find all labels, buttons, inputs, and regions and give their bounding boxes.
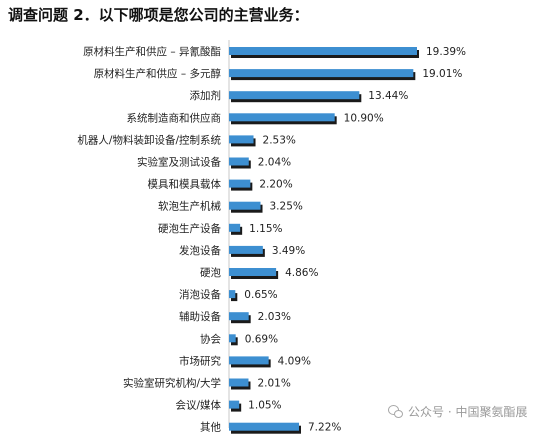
category-label: 硬泡生产设备 <box>158 222 221 235</box>
bar <box>229 422 300 431</box>
bar <box>229 179 251 188</box>
bar <box>229 113 335 122</box>
bar <box>229 135 254 144</box>
data-label: 4.86% <box>285 267 318 279</box>
category-label: 模具和模具载体 <box>148 179 222 191</box>
category-label: 实验室研究机构/大学 <box>123 377 221 390</box>
data-label: 2.04% <box>258 157 291 169</box>
data-label: 3.49% <box>272 245 305 257</box>
category-label: 消泡设备 <box>179 288 221 301</box>
watermark: 公众号 · 中国聚氨酯展 <box>388 403 527 420</box>
data-label: 13.44% <box>368 90 408 102</box>
data-label: 19.39% <box>426 46 466 58</box>
data-label: 10.90% <box>344 112 384 124</box>
watermark-text: 公众号 · 中国聚氨酯展 <box>408 405 528 419</box>
bar <box>229 245 263 254</box>
data-label: 2.53% <box>263 134 296 146</box>
data-label: 1.15% <box>249 223 282 235</box>
data-label: 0.69% <box>245 333 278 345</box>
data-label: 3.25% <box>270 201 303 213</box>
bar <box>229 91 360 100</box>
category-label: 原材料生产和供应 – 异氰酸酯 <box>83 45 221 58</box>
category-label: 发泡设备 <box>179 244 221 257</box>
wechat-icon <box>388 405 403 418</box>
category-label: 添加剂 <box>190 89 222 102</box>
bar <box>229 400 240 409</box>
category-label: 会议/媒体 <box>175 399 221 412</box>
category-label: 协会 <box>200 332 221 345</box>
category-label: 辅助设备 <box>179 310 221 323</box>
bar <box>229 356 269 365</box>
bar <box>229 312 249 321</box>
category-label: 市场研究 <box>179 354 221 367</box>
bar <box>229 268 277 276</box>
bar <box>229 47 417 55</box>
data-label: 2.20% <box>259 179 292 191</box>
chart-title: 调查问题 2．以下哪项是您公司的主营业务： <box>8 6 309 24</box>
bar <box>229 290 236 299</box>
category-label: 原材料生产和供应 – 多元醇 <box>94 67 222 80</box>
bar <box>229 223 241 232</box>
category-label: 硬泡 <box>200 266 221 279</box>
category-label: 系统制造商和供应商 <box>127 111 222 124</box>
bar <box>229 201 261 210</box>
category-label: 其他 <box>200 421 221 434</box>
data-label: 7.22% <box>308 422 341 434</box>
data-label: 1.05% <box>248 400 281 412</box>
data-label: 19.01% <box>422 68 462 80</box>
bar <box>229 334 236 343</box>
category-label: 实验室及测试设备 <box>137 156 221 169</box>
category-label: 机器人/物料装卸设备/控制系统 <box>77 133 221 146</box>
data-label: 4.09% <box>278 355 311 367</box>
bar <box>229 157 249 166</box>
bar <box>229 378 249 387</box>
data-label: 2.01% <box>257 378 290 390</box>
data-label: 2.03% <box>258 311 291 323</box>
bar <box>229 69 414 78</box>
category-label: 软泡生产机械 <box>158 200 221 213</box>
data-label: 0.65% <box>244 289 277 301</box>
